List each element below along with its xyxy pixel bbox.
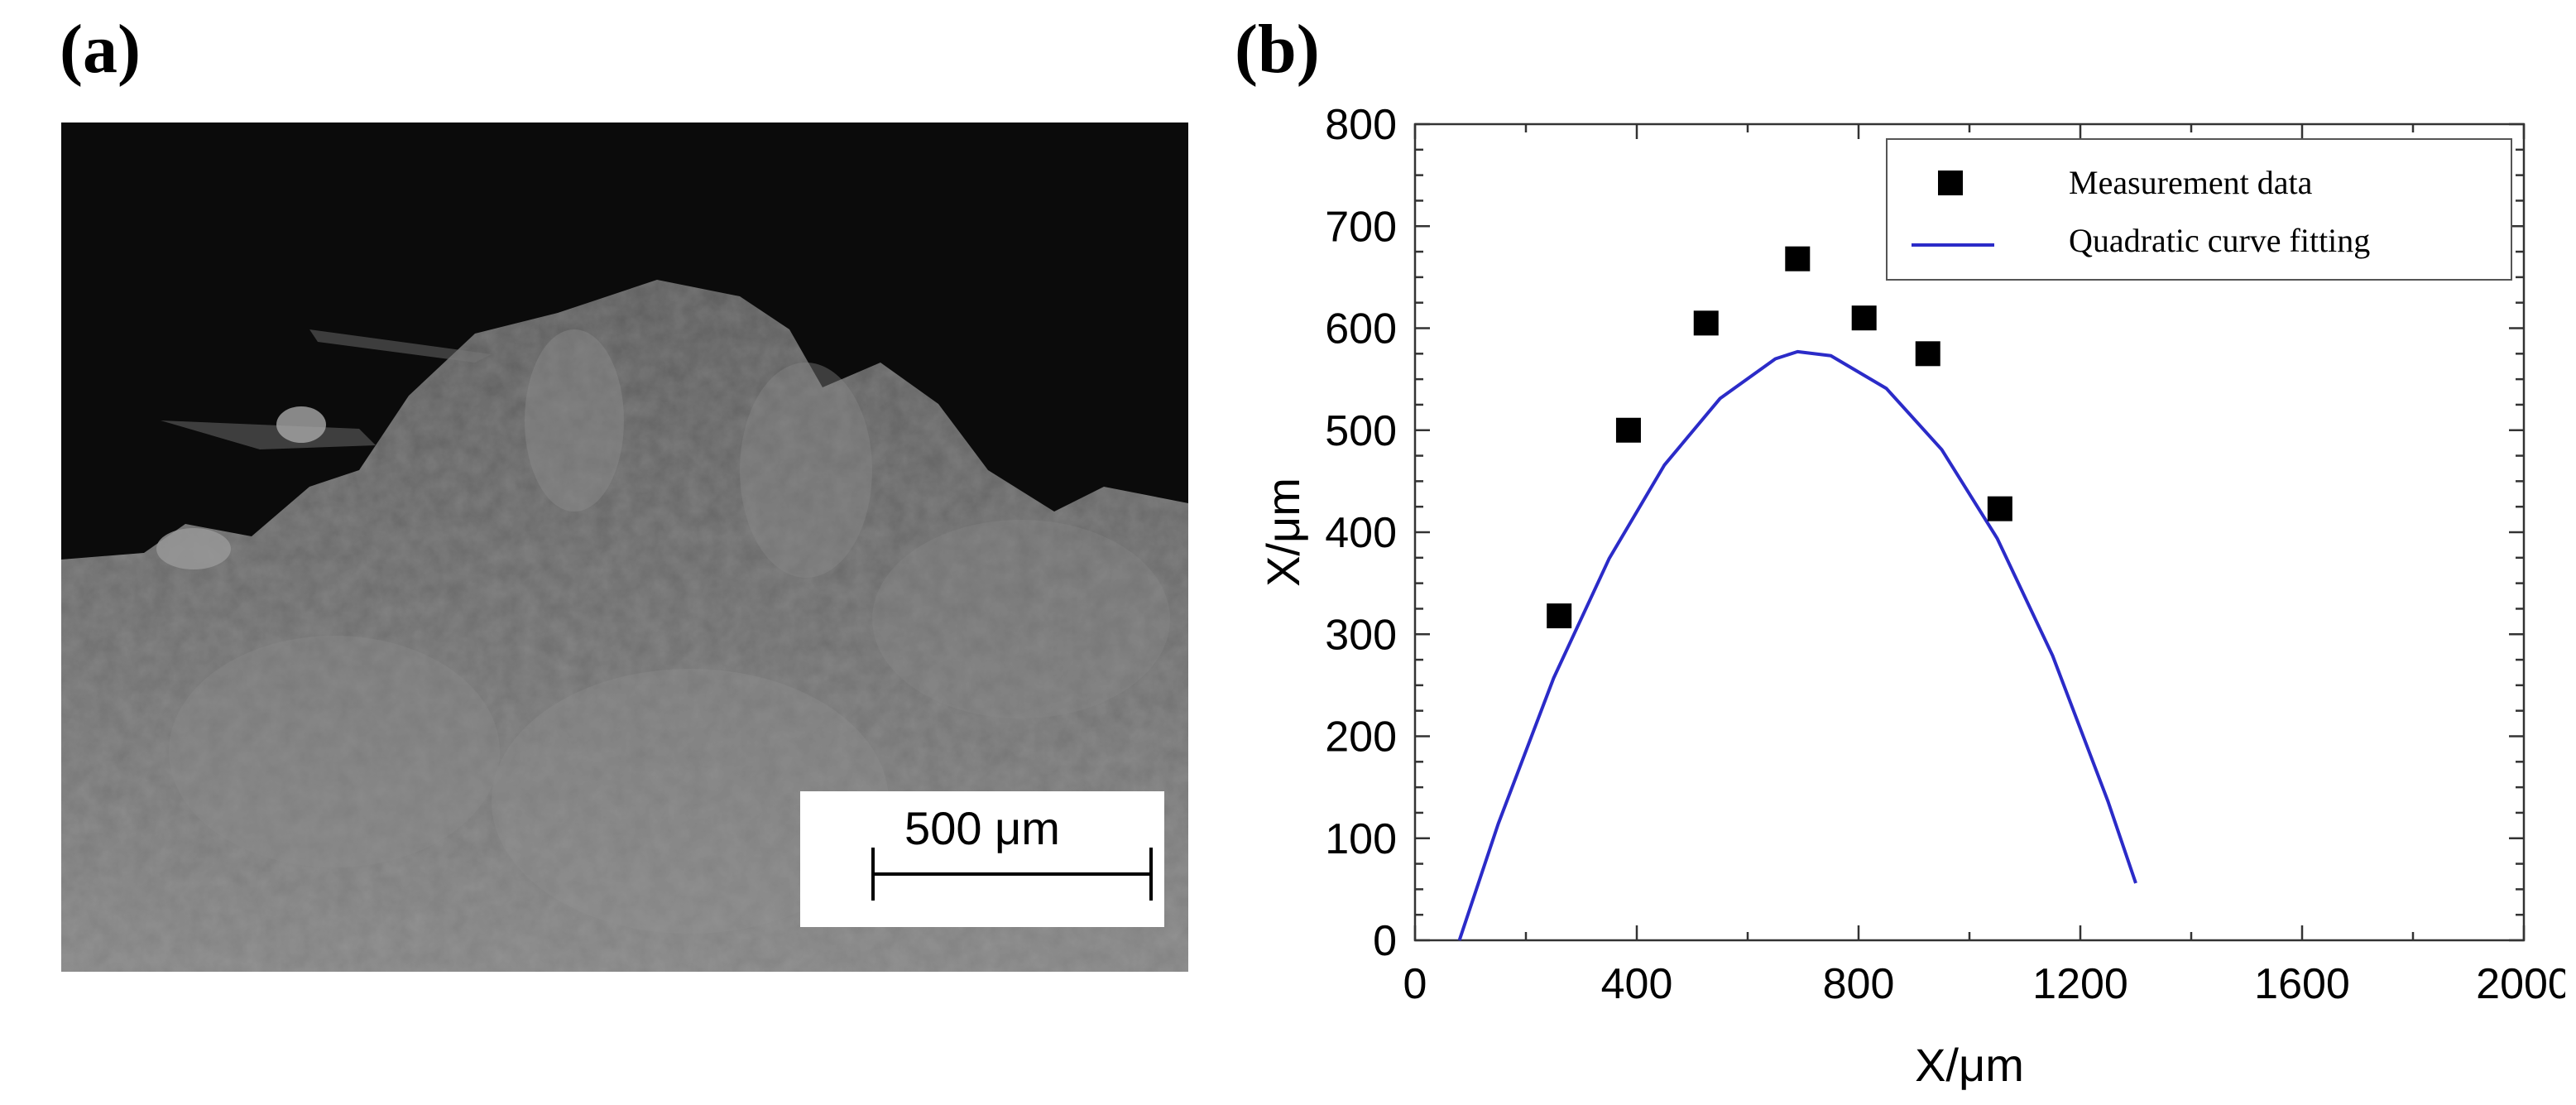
scale-bar-label: 500 μm xyxy=(904,802,1060,854)
scale-bar-left-cap xyxy=(871,848,875,901)
legend-box xyxy=(1886,138,2512,281)
legend-marker-square xyxy=(1938,171,1963,195)
legend-entry-fit: Quadratic curve fitting xyxy=(2069,222,2370,259)
data-points-layer xyxy=(1547,246,2012,629)
y-tick-label: 600 xyxy=(1325,305,1397,353)
data-point xyxy=(1987,496,2012,521)
y-tick-label: 700 xyxy=(1325,203,1397,251)
panel-b-label: (b) xyxy=(1235,11,1320,88)
x-tick-label: 400 xyxy=(1601,960,1673,1008)
x-tick-label: 1600 xyxy=(2254,960,2350,1008)
x-tick-label: 1200 xyxy=(2032,960,2128,1008)
y-tick-label: 400 xyxy=(1325,509,1397,557)
y-tick-label: 800 xyxy=(1325,101,1397,149)
y-tick-label: 300 xyxy=(1325,611,1397,659)
y-tick-label: 100 xyxy=(1325,815,1397,863)
data-point xyxy=(1615,417,1641,443)
chart-legend: Measurement data Quadratic curve fitting xyxy=(1886,138,2512,281)
data-point xyxy=(1693,310,1719,336)
y-tick-label: 200 xyxy=(1325,713,1397,761)
data-point xyxy=(1547,603,1572,629)
x-tick-label: 0 xyxy=(1403,960,1427,1008)
scale-bar-right-cap xyxy=(1149,848,1153,901)
x-axis-title: X/μm xyxy=(1915,1039,2024,1091)
chart-axes: 0 400 800 1200 1600 2000 0 100 200 300 400 500 600 70… xyxy=(1325,101,2565,1008)
data-point xyxy=(1785,246,1811,271)
scale-bar: 500 μm xyxy=(800,791,1164,927)
scatter-chart: 0 400 800 1200 1600 2000 0 100 200 300 400 500 600 70… xyxy=(1257,101,2565,1091)
y-axis-title: X/μm xyxy=(1257,478,1309,587)
data-point xyxy=(1851,305,1877,331)
panel-a-label: (a) xyxy=(60,11,141,88)
y-tick-label: 0 xyxy=(1373,917,1397,965)
x-tick-label: 800 xyxy=(1823,960,1895,1008)
data-point xyxy=(1915,341,1940,367)
scale-bar-line xyxy=(871,872,1153,876)
x-tick-label: 2000 xyxy=(2476,960,2565,1008)
sem-micrograph: 500 μm xyxy=(61,123,1188,972)
y-tick-label: 500 xyxy=(1325,407,1397,455)
fit-curve-line xyxy=(1457,349,2137,941)
fit-curve-layer xyxy=(1457,349,2137,941)
legend-entry-measurement: Measurement data xyxy=(2069,164,2313,201)
